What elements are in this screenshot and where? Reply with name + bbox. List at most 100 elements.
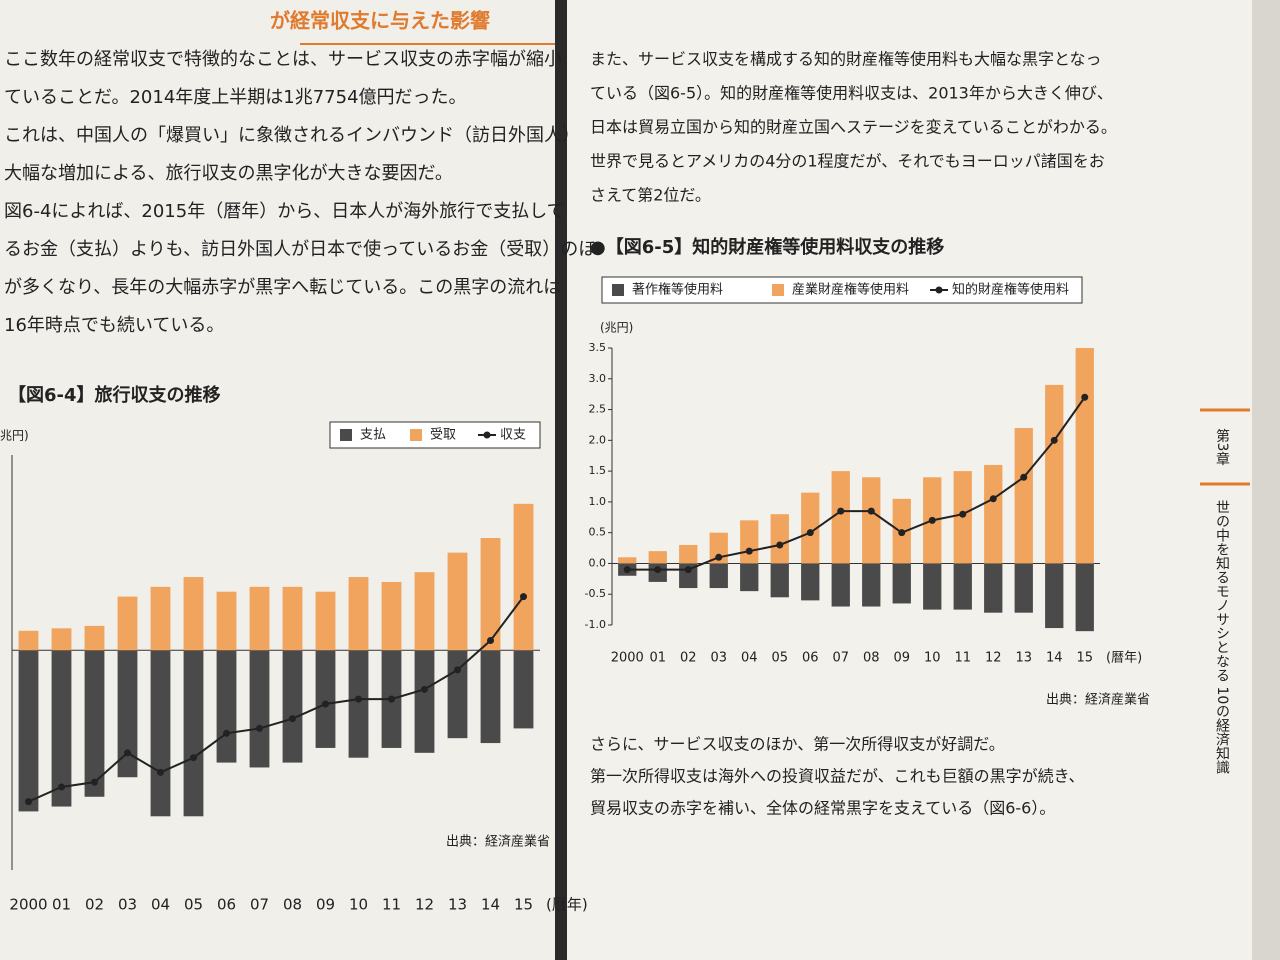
bar <box>51 628 72 651</box>
x-tick-label: 13 <box>448 896 467 914</box>
left-page <box>0 0 555 960</box>
line-marker <box>745 547 753 555</box>
legend-label: 収支 <box>500 428 526 443</box>
bar <box>1045 384 1064 564</box>
bar <box>216 650 237 763</box>
x-tick-label: 15 <box>1076 651 1093 666</box>
x-tick-label: 03 <box>118 896 137 914</box>
line-marker <box>124 749 131 757</box>
x-tick-label: 02 <box>85 896 104 914</box>
line-marker <box>623 566 631 574</box>
x-tick-label: 04 <box>741 651 758 666</box>
bar <box>249 586 270 651</box>
bar <box>84 625 105 651</box>
bar <box>1014 563 1033 613</box>
section-heading: が経常収支に与えた影響 <box>270 9 490 33</box>
bar <box>740 563 759 592</box>
line-marker <box>25 798 32 806</box>
line-marker <box>223 729 230 737</box>
x-tick-label: 14 <box>481 896 500 914</box>
bar <box>862 477 881 564</box>
x-tick-label: 03 <box>710 651 727 666</box>
line-marker <box>58 783 65 791</box>
chart-title: ●【図6-5】知的財産権等使用料収支の推移 <box>590 236 944 258</box>
bar <box>953 563 972 610</box>
line-marker <box>715 553 723 561</box>
bar <box>150 650 171 817</box>
bar <box>117 650 138 778</box>
bar <box>480 650 501 744</box>
x-tick-label: 2000 <box>611 651 644 666</box>
bar <box>648 551 667 564</box>
legend-label: 知的財産権等使用料 <box>952 282 1069 298</box>
bar <box>381 581 402 651</box>
body-line: ている（図6-5）。知的財産権等使用料収支は、2013年から大きく伸び、 <box>590 84 1113 103</box>
bar <box>183 650 204 817</box>
y-tick-label: -0.5 <box>585 587 606 600</box>
x-tick-label: 10 <box>349 896 368 914</box>
legend-box <box>329 421 541 449</box>
body-line: ここ数年の経常収支で特徴的なことは、サービス収支の赤字幅が縮小 <box>4 49 562 70</box>
x-tick-label: 09 <box>316 896 335 914</box>
bar <box>18 650 39 812</box>
bar <box>709 563 728 589</box>
x-tick-label: 05 <box>184 896 203 914</box>
line-marker <box>1050 436 1058 444</box>
line-marker <box>355 695 362 703</box>
x-tick-label: 13 <box>1015 651 1032 666</box>
x-tick-label: 04 <box>151 896 170 914</box>
body-line: さえて第2位だ。 <box>590 186 711 205</box>
bar <box>984 563 1003 613</box>
bar <box>831 471 850 564</box>
bar <box>1075 348 1094 564</box>
bar <box>1014 428 1033 564</box>
body-line: ていることだ。2014年度上半期は1兆7754億円だった。 <box>4 87 467 108</box>
body-line: また、サービス収支を構成する知的財産権等使用料も大幅な黒字となっ <box>590 50 1102 69</box>
line-marker <box>454 666 461 674</box>
x-tick-label: 06 <box>217 896 236 914</box>
legend-swatch <box>340 429 352 441</box>
body-line: 図6-4によれば、2015年（暦年）から、日本人が海外旅行で支払して <box>4 201 565 222</box>
bar <box>1045 563 1064 629</box>
line-marker <box>776 541 784 549</box>
body-line: 大幅な増加による、旅行収支の黒字化が大きな要因だ。 <box>4 163 453 184</box>
bar <box>414 572 435 651</box>
y-tick-label: -1.0 <box>585 618 606 631</box>
bar <box>315 591 336 651</box>
line-marker <box>959 510 967 518</box>
chapter-label: 第3章 <box>1214 428 1230 466</box>
x-tick-label: 11 <box>954 651 971 666</box>
legend-box <box>601 276 1083 304</box>
bar <box>923 563 942 610</box>
legend-swatch <box>935 286 943 294</box>
bar <box>84 650 105 797</box>
x-tick-label: 07 <box>250 896 269 914</box>
bar <box>801 492 820 564</box>
book-title: 世の中を知るモノサシとなる 10の経済知識 <box>1214 500 1230 776</box>
line-marker <box>322 700 329 708</box>
x-axis-label: (暦年) <box>1106 651 1142 666</box>
line-marker <box>898 529 906 537</box>
source-note: 出典：経済産業省 <box>446 834 550 850</box>
line-marker <box>388 695 395 703</box>
source-note: 出典：経済産業省 <box>1046 692 1150 708</box>
bar <box>315 650 336 748</box>
line-marker <box>989 495 997 503</box>
bar <box>348 650 369 758</box>
bar <box>831 563 850 607</box>
line-marker <box>837 507 845 515</box>
line-marker <box>289 715 296 723</box>
bar <box>282 650 303 763</box>
line-marker <box>806 529 814 537</box>
line-marker <box>684 566 692 574</box>
bar <box>740 520 759 564</box>
y-tick-label: 2.0 <box>589 433 607 446</box>
y-axis-label: 兆円) <box>0 429 29 443</box>
x-tick-label: 02 <box>680 651 697 666</box>
line-marker <box>520 593 527 601</box>
bar <box>679 544 698 564</box>
x-tick-label: 01 <box>649 651 666 666</box>
legend-swatch <box>483 431 491 439</box>
x-tick-label: 2000 <box>9 896 47 914</box>
